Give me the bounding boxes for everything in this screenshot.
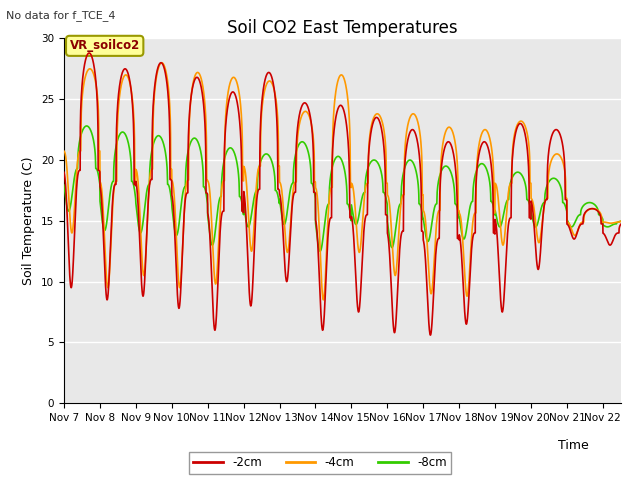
-4cm	[319, 297, 327, 303]
-8cm	[316, 248, 324, 254]
Title: Soil CO2 East Temperatures: Soil CO2 East Temperatures	[227, 19, 458, 37]
-8cm	[547, 177, 554, 183]
-2cm	[124, 70, 132, 75]
Text: Time: Time	[558, 439, 589, 452]
-4cm	[298, 113, 306, 119]
-2cm	[547, 139, 554, 144]
-8cm	[617, 218, 625, 224]
-2cm	[298, 103, 306, 109]
-2cm	[606, 242, 614, 248]
Text: No data for f_TCE_4: No data for f_TCE_4	[6, 10, 116, 21]
Line: -2cm: -2cm	[64, 53, 621, 335]
-4cm	[124, 73, 131, 79]
-2cm	[427, 332, 435, 338]
-2cm	[157, 60, 164, 66]
-8cm	[298, 139, 306, 144]
-2cm	[85, 50, 93, 56]
Text: VR_soilco2: VR_soilco2	[70, 39, 140, 52]
-8cm	[83, 123, 90, 129]
-2cm	[274, 157, 282, 163]
-8cm	[157, 134, 164, 140]
-8cm	[274, 192, 282, 197]
-4cm	[157, 60, 164, 66]
-4cm	[158, 60, 166, 66]
-8cm	[60, 182, 68, 188]
-2cm	[60, 169, 68, 175]
-8cm	[124, 138, 132, 144]
-2cm	[617, 221, 625, 227]
-4cm	[547, 161, 554, 167]
Line: -8cm: -8cm	[64, 126, 621, 251]
-8cm	[606, 223, 614, 229]
-4cm	[274, 115, 282, 121]
-4cm	[617, 218, 625, 224]
Legend: -2cm, -4cm, -8cm: -2cm, -4cm, -8cm	[189, 452, 451, 474]
Y-axis label: Soil Temperature (C): Soil Temperature (C)	[22, 156, 35, 285]
Line: -4cm: -4cm	[64, 63, 621, 300]
-4cm	[606, 220, 614, 226]
-4cm	[60, 148, 68, 154]
